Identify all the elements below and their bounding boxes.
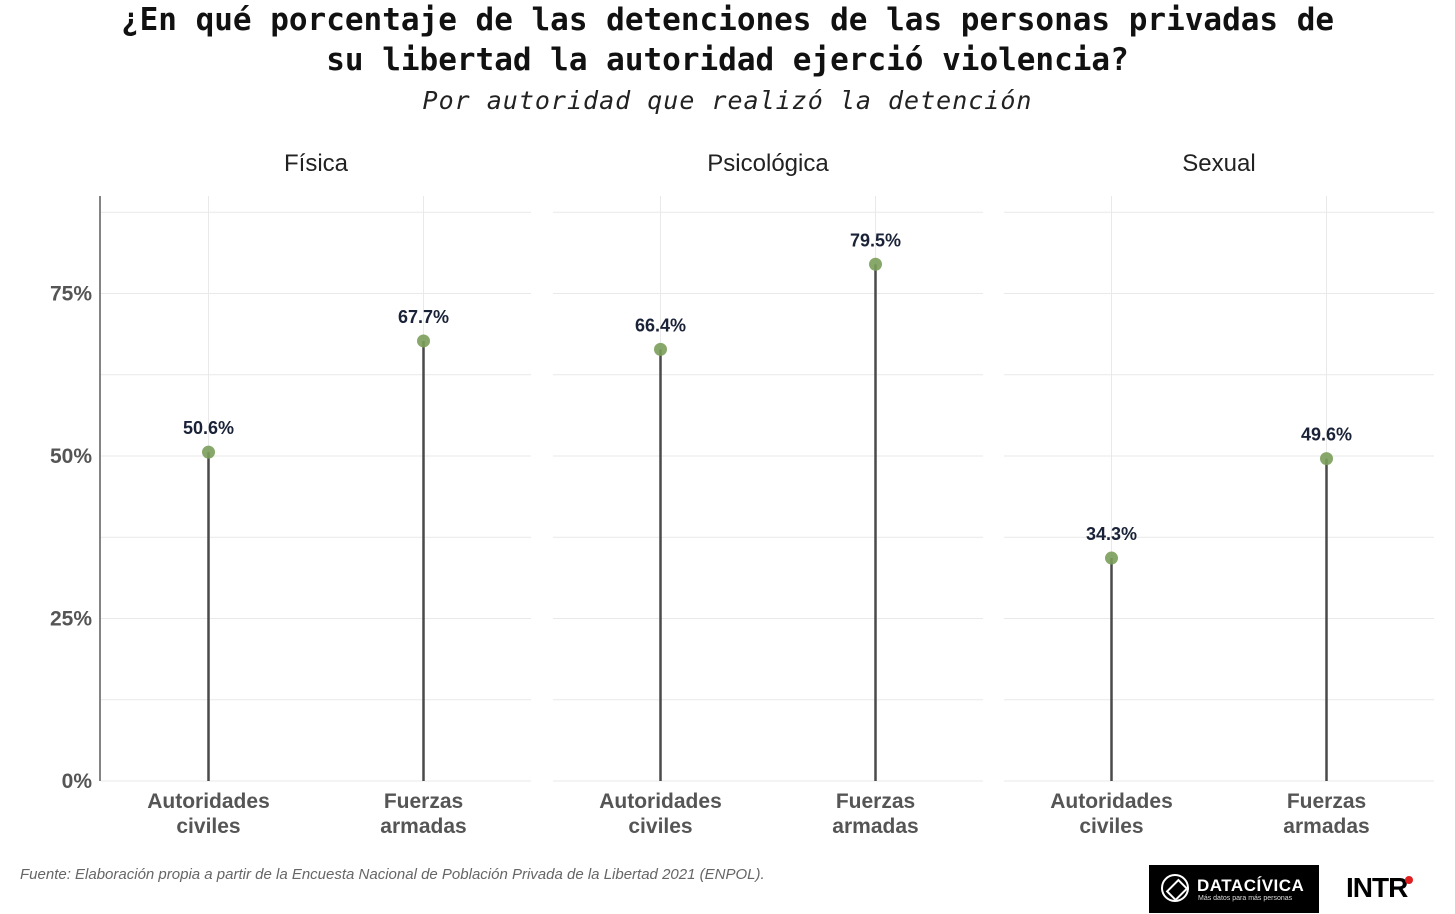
title-line-1: ¿En qué porcentaje de las detenciones de… [120, 2, 1335, 38]
x-tick-label: Autoridades [147, 790, 270, 813]
data-label: 79.5% [850, 230, 901, 250]
facet-title: Psicológica [707, 150, 829, 177]
lollipop-point [1105, 551, 1118, 565]
x-tick-label: civiles [1079, 815, 1143, 838]
lollipop-point [869, 257, 882, 271]
facet-title: Física [284, 150, 349, 177]
datacivica-mark-icon [1161, 874, 1189, 902]
y-tick-label: 0% [62, 770, 93, 793]
data-label: 66.4% [635, 315, 686, 335]
data-label: 49.6% [1301, 425, 1352, 445]
x-tick-label: civiles [176, 815, 240, 838]
facet-title: Sexual [1182, 150, 1255, 177]
x-tick-label: armadas [380, 815, 466, 838]
x-tick-label: Autoridades [599, 790, 722, 813]
lollipop-point [202, 445, 215, 459]
datacivica-logo-tagline: Más datos para más personas [1198, 895, 1293, 902]
data-label: 34.3% [1086, 524, 1137, 544]
lollipop-point [654, 342, 667, 356]
data-label: 50.6% [183, 418, 234, 438]
lollipop-point [1320, 452, 1333, 466]
x-tick-label: armadas [1283, 815, 1369, 838]
chart-subtitle: Por autoridad que realizó la detención [422, 86, 1033, 115]
chart-title: ¿En qué porcentaje de las detenciones de… [0, 0, 1455, 80]
source-note: Fuente: Elaboración propia a partir de l… [20, 866, 765, 883]
x-tick-label: civiles [628, 815, 692, 838]
x-tick-label: Fuerzas [836, 790, 915, 813]
x-tick-label: Fuerzas [1287, 790, 1366, 813]
y-tick-label: 75% [50, 283, 92, 306]
lollipop-point [417, 334, 430, 348]
y-tick-label: 25% [50, 608, 92, 631]
intr-logo: INTR [1346, 872, 1414, 904]
intr-logo-name: INTR [1346, 872, 1408, 903]
datacivica-logo: DATACÍVICA Más datos para más personas [1149, 865, 1319, 913]
x-tick-label: Fuerzas [384, 790, 463, 813]
datacivica-logo-name: DATACÍVICA [1197, 876, 1305, 895]
title-line-2: su libertad la autoridad ejerció violenc… [326, 42, 1129, 78]
lollipop-chart: 0%25%50%75%Física50.6%67.7%Autoridadesci… [50, 150, 1434, 838]
data-label: 67.7% [398, 307, 449, 327]
x-tick-label: Autoridades [1050, 790, 1173, 813]
x-tick-label: armadas [832, 815, 918, 838]
y-tick-label: 50% [50, 445, 92, 468]
intr-dot-icon [1405, 876, 1414, 884]
